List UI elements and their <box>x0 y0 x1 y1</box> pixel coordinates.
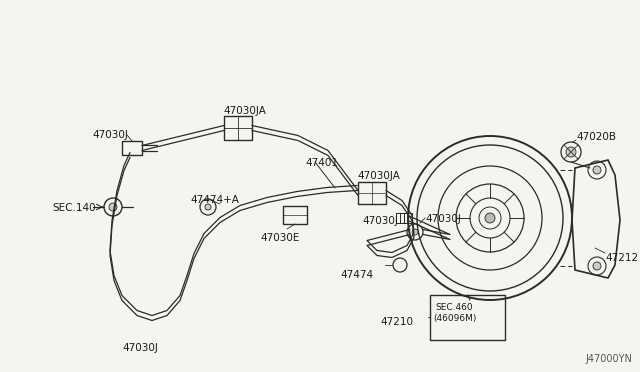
Circle shape <box>412 229 418 235</box>
Circle shape <box>593 262 601 270</box>
Text: 47210: 47210 <box>380 317 413 327</box>
Text: SEC.460: SEC.460 <box>435 303 472 312</box>
Text: 47030JA: 47030JA <box>357 171 400 181</box>
Text: SEC.140: SEC.140 <box>52 203 95 213</box>
Text: 47030J: 47030J <box>425 214 461 224</box>
Text: 47030J: 47030J <box>122 343 158 353</box>
Circle shape <box>566 147 576 157</box>
Text: 47474: 47474 <box>340 270 373 280</box>
Text: 47030J: 47030J <box>362 216 398 226</box>
Text: 47474+A: 47474+A <box>190 195 239 205</box>
Text: 47212: 47212 <box>605 253 638 263</box>
Text: (46096M): (46096M) <box>433 314 476 323</box>
Text: 47020B: 47020B <box>576 132 616 142</box>
Text: J47000YN: J47000YN <box>585 354 632 364</box>
Circle shape <box>109 203 117 211</box>
Text: 47030JA: 47030JA <box>223 106 266 116</box>
Text: 47401: 47401 <box>305 158 338 168</box>
Circle shape <box>205 204 211 210</box>
Text: 47030E: 47030E <box>260 233 300 243</box>
Text: 47030J: 47030J <box>92 130 128 140</box>
Circle shape <box>485 213 495 223</box>
Circle shape <box>593 166 601 174</box>
